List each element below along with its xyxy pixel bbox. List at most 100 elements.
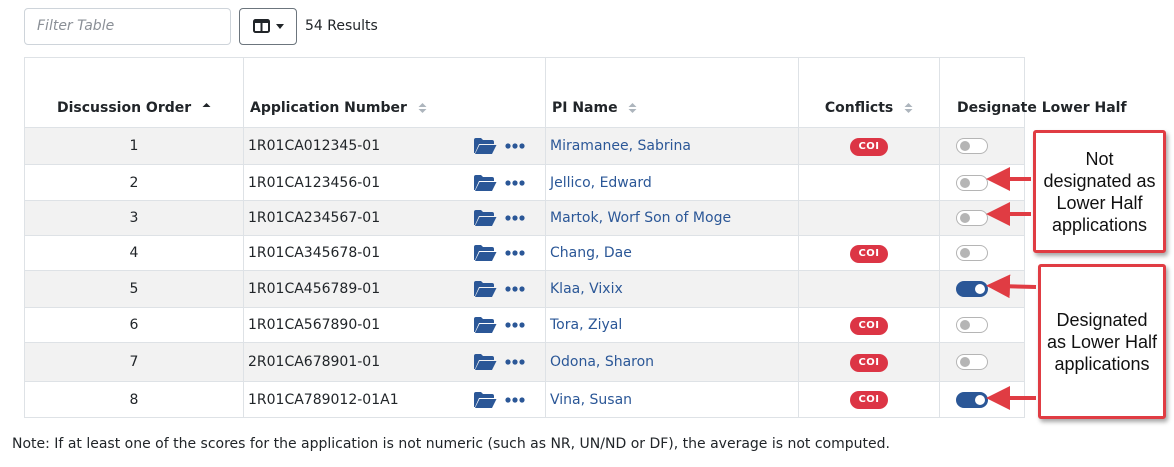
sort-icon xyxy=(904,103,913,113)
discussion-order-cell: 6 xyxy=(24,307,244,343)
more-options-icon[interactable] xyxy=(505,322,525,328)
pi-name-link[interactable]: Chang, Dae xyxy=(550,245,632,261)
callout-text: Designated as Lower Half applications xyxy=(1046,309,1158,374)
lower-half-toggle[interactable] xyxy=(956,354,988,370)
lower-half-toggle[interactable] xyxy=(956,245,988,261)
toggle-knob xyxy=(960,177,970,188)
application-number-cell: 1R01CA234567-01 xyxy=(243,200,546,236)
header-designate-lower-half: Designate Lower Half xyxy=(939,57,1127,128)
application-number-cell: 1R01CA567890-01 xyxy=(243,307,546,343)
lower-half-cell xyxy=(939,127,1025,165)
coi-badge: COI xyxy=(850,137,888,156)
application-number: 1R01CA567890-01 xyxy=(248,317,381,333)
more-options-icon[interactable] xyxy=(505,143,525,149)
folder-open-icon[interactable] xyxy=(473,209,497,227)
application-number-cell: 1R01CA456789-01 xyxy=(243,270,546,308)
table-row: 1 1R01CA012345-01 Miramanee, Sabrina COI xyxy=(24,127,1025,165)
folder-open-icon[interactable] xyxy=(473,391,497,409)
more-options-icon[interactable] xyxy=(505,359,525,365)
pi-name-link[interactable]: Miramanee, Sabrina xyxy=(550,138,691,154)
conflicts-cell: COI xyxy=(798,235,940,271)
header-label: Conflicts xyxy=(824,100,894,116)
conflicts-cell: COI xyxy=(798,127,940,165)
more-options-icon[interactable] xyxy=(505,179,525,186)
pi-name-cell: Odona, Sharon xyxy=(545,342,799,382)
folder-open-icon[interactable] xyxy=(473,244,497,262)
column-chooser-button[interactable] xyxy=(239,7,297,45)
toggle-knob xyxy=(960,357,970,367)
toggle-knob xyxy=(960,320,970,330)
header-label: Application Number xyxy=(250,100,407,116)
application-number-cell: 1R01CA123456-01 xyxy=(243,164,546,201)
header-conflicts[interactable]: Conflicts xyxy=(798,57,940,128)
sort-ascending-icon xyxy=(202,103,211,107)
applications-table: Discussion Order Application Number PI N… xyxy=(24,57,1127,418)
pi-name-link[interactable]: Vina, Susan xyxy=(550,391,633,408)
conflicts-cell xyxy=(798,270,940,308)
table-row: 3 1R01CA234567-01 Martok, Worf Son of Moge xyxy=(24,200,1025,236)
conflicts-cell xyxy=(798,200,940,236)
more-options-icon[interactable] xyxy=(505,250,525,256)
discussion-order-cell: 2 xyxy=(24,164,244,201)
pi-name-link[interactable]: Jellico, Edward xyxy=(550,174,652,191)
sort-icon xyxy=(418,103,427,113)
table-columns-icon xyxy=(252,19,270,33)
lower-half-cell xyxy=(939,270,1025,308)
lower-half-toggle[interactable] xyxy=(956,391,988,408)
lower-half-toggle[interactable] xyxy=(956,281,988,297)
folder-open-icon[interactable] xyxy=(473,353,497,371)
table-row: 6 1R01CA567890-01 Tora, Ziyal COI xyxy=(24,307,1025,343)
pi-name-cell: Klaa, Vixix xyxy=(545,270,799,308)
header-pi-name[interactable]: PI Name xyxy=(545,57,799,128)
filter-table-input[interactable] xyxy=(24,7,231,45)
callout-not-designated: Not designated as Lower Half application… xyxy=(1033,130,1166,253)
toggle-knob xyxy=(975,284,985,294)
application-number-cell: 1R01CA345678-01 xyxy=(243,235,546,271)
lower-half-cell xyxy=(939,235,1025,271)
pi-name-cell: Vina, Susan xyxy=(545,381,799,418)
lower-half-toggle[interactable] xyxy=(956,138,988,154)
lower-half-toggle[interactable] xyxy=(956,317,988,333)
toggle-knob xyxy=(960,213,970,223)
lower-half-cell xyxy=(939,307,1025,343)
toggle-knob xyxy=(960,248,970,258)
application-number: 1R01CA456789-01 xyxy=(248,281,381,297)
pi-name-cell: Tora, Ziyal xyxy=(545,307,799,343)
header-discussion-order[interactable]: Discussion Order xyxy=(24,57,244,128)
header-application-number[interactable]: Application Number xyxy=(243,57,546,128)
coi-badge: COI xyxy=(850,391,888,409)
table-row: 8 1R01CA789012-01A1 Vina, Susan COI xyxy=(24,381,1025,418)
toggle-knob xyxy=(975,394,985,405)
lower-half-cell xyxy=(939,342,1025,382)
lower-half-toggle[interactable] xyxy=(956,210,988,226)
folder-open-icon[interactable] xyxy=(473,174,497,192)
chevron-down-icon xyxy=(275,23,284,29)
table-row: 2 1R01CA123456-01 Jellico, Edward xyxy=(24,164,1025,201)
pi-name-link[interactable]: Tora, Ziyal xyxy=(550,317,623,333)
table-row: 7 2R01CA678901-01 Odona, Sharon COI xyxy=(24,342,1025,382)
table-header-row: Discussion Order Application Number PI N… xyxy=(24,57,1127,128)
conflicts-cell xyxy=(798,164,940,201)
more-options-icon[interactable] xyxy=(505,396,525,403)
pi-name-cell: Jellico, Edward xyxy=(545,164,799,201)
more-options-icon[interactable] xyxy=(505,215,525,221)
application-number: 1R01CA012345-01 xyxy=(248,138,381,154)
discussion-order-cell: 8 xyxy=(24,381,244,418)
table-row: 4 1R01CA345678-01 Chang, Dae COI xyxy=(24,235,1025,271)
callout-designated: Designated as Lower Half applications xyxy=(1038,264,1166,419)
folder-open-icon[interactable] xyxy=(473,280,497,298)
more-options-icon[interactable] xyxy=(505,286,525,292)
pi-name-link[interactable]: Klaa, Vixix xyxy=(550,281,623,297)
application-number-cell: 1R01CA012345-01 xyxy=(243,127,546,165)
application-number-cell: 2R01CA678901-01 xyxy=(243,342,546,382)
lower-half-toggle[interactable] xyxy=(956,174,988,191)
folder-open-icon[interactable] xyxy=(473,316,497,334)
pi-name-link[interactable]: Martok, Worf Son of Moge xyxy=(550,210,732,226)
folder-open-icon[interactable] xyxy=(473,137,497,155)
application-number: 1R01CA234567-01 xyxy=(248,210,381,226)
application-number: 1R01CA345678-01 xyxy=(248,245,381,261)
pi-name-link[interactable]: Odona, Sharon xyxy=(550,354,655,370)
table-row: 5 1R01CA456789-01 Klaa, Vixix xyxy=(24,270,1025,308)
coi-badge: COI xyxy=(850,244,888,263)
sort-icon xyxy=(628,103,637,113)
